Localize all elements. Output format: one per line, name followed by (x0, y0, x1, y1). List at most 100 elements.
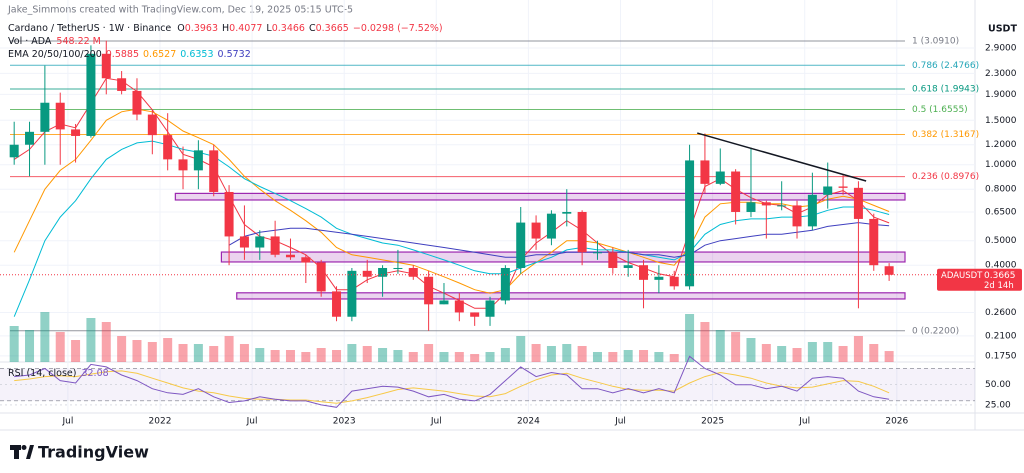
volume-bar (685, 314, 695, 362)
volume-bar (71, 340, 81, 362)
volume-bar (393, 350, 403, 362)
volume-bar (623, 350, 633, 362)
candle-body (623, 265, 633, 268)
volume-bar (101, 322, 111, 362)
candle-body (654, 276, 664, 280)
volume-label: Vol · ADA (8, 36, 52, 47)
candle-body (884, 266, 894, 275)
x-tick-label: 2023 (333, 417, 356, 427)
price-tag-symbol: ADAUSDT (941, 271, 983, 281)
y-tick-label: 1.9000 (985, 90, 1017, 100)
ohlc-value: 0.3466 (272, 23, 305, 34)
x-tick-label: 2022 (149, 417, 172, 427)
zone (174, 192, 906, 201)
candle-body (40, 102, 50, 132)
candle-body (777, 205, 787, 207)
candle-body (685, 160, 695, 287)
candle-body (332, 291, 342, 317)
y-tick-label: 0.2600 (985, 308, 1017, 318)
y-tick-label: 0.1750 (985, 351, 1017, 361)
volume-bar (669, 354, 679, 362)
rsi-tick-label: 25.00 (985, 400, 1011, 410)
volume-bar (86, 318, 96, 362)
volume-bar (470, 354, 480, 362)
volume-bar (285, 350, 295, 362)
candle-body (485, 300, 495, 317)
volume-bar (117, 336, 127, 362)
candle-body (393, 267, 403, 269)
volume-bar (270, 350, 280, 362)
volume-unit: M (93, 36, 101, 47)
candle-body (546, 213, 556, 239)
candle-body (639, 265, 649, 280)
brand: TradingView (38, 443, 149, 462)
x-tick-label: Jul (798, 417, 810, 427)
ema-line (228, 222, 890, 258)
y-tick-label: 0.4000 (985, 261, 1017, 271)
volume-bar (408, 352, 418, 362)
volume-bar (853, 336, 863, 362)
ema-value: 0.6527 (143, 49, 176, 60)
x-tick-label: 2026 (885, 417, 908, 427)
ohlc-value: 0.4077 (229, 23, 262, 34)
volume-bar (731, 332, 741, 362)
candle-body (316, 262, 326, 292)
candle-body (25, 131, 35, 145)
y-tick-label: 0.8000 (985, 185, 1017, 195)
candle-body (577, 211, 587, 253)
x-tick-label: 2024 (517, 417, 540, 427)
volume-bar (40, 312, 50, 362)
candle-body (761, 202, 771, 206)
volume-bar (378, 348, 388, 362)
y-tick-label: 1.2000 (985, 140, 1017, 150)
volume-bar (792, 348, 802, 362)
price-tag (937, 268, 1022, 291)
ohlc-label: O (177, 23, 184, 34)
candle-body (71, 129, 81, 136)
volume-bar (163, 338, 173, 362)
ema-line (13, 108, 890, 294)
volume-bar (209, 346, 219, 362)
x-tick-label: Jul (246, 417, 258, 427)
candle-body (516, 222, 526, 268)
candle-body (869, 218, 879, 266)
logo-part (14, 445, 19, 459)
volume-bar (562, 344, 572, 362)
volume-bar (332, 350, 342, 362)
ohlc-value: 0.3665 (316, 23, 349, 34)
volume-bar (239, 344, 249, 362)
volume-bar (193, 344, 203, 362)
volume-bar (147, 342, 157, 362)
candle-body (101, 53, 111, 79)
candle-body (731, 171, 741, 212)
zone (236, 292, 906, 300)
candle-body (224, 191, 234, 237)
volume-bar (485, 352, 495, 362)
symbol: Cardano / TetherUS · 1W · Binance (8, 23, 171, 34)
volume-bar (761, 344, 771, 362)
rsi-label: RSI (14, close) (8, 368, 76, 379)
ohlc-label: L (266, 23, 272, 34)
symbol-legend: Cardano / TetherUS · 1W · Binance O0.3963… (8, 23, 443, 34)
x-tick-label: Jul (430, 417, 442, 427)
price-tag-value: 0.3665 (984, 271, 1016, 281)
candle-body (715, 171, 725, 184)
volume-bar (700, 322, 710, 362)
candle-body (147, 114, 157, 136)
rsi-ma-line (14, 370, 890, 404)
candle-body (86, 53, 96, 136)
trendline (697, 132, 867, 182)
volume-bar (55, 332, 65, 362)
volume-bar (301, 352, 311, 362)
candle-body (193, 150, 203, 171)
candle-body (362, 270, 372, 277)
candle-body (301, 257, 311, 263)
rsi-tick-label: 50.00 (985, 380, 1011, 390)
volume-bar (838, 346, 848, 362)
volume-bar (715, 330, 725, 362)
y-tick-label: 2.3000 (985, 69, 1017, 79)
rsi-line (14, 355, 890, 408)
ohlc-value: 0.3963 (185, 23, 218, 34)
volume-bar (347, 344, 357, 362)
